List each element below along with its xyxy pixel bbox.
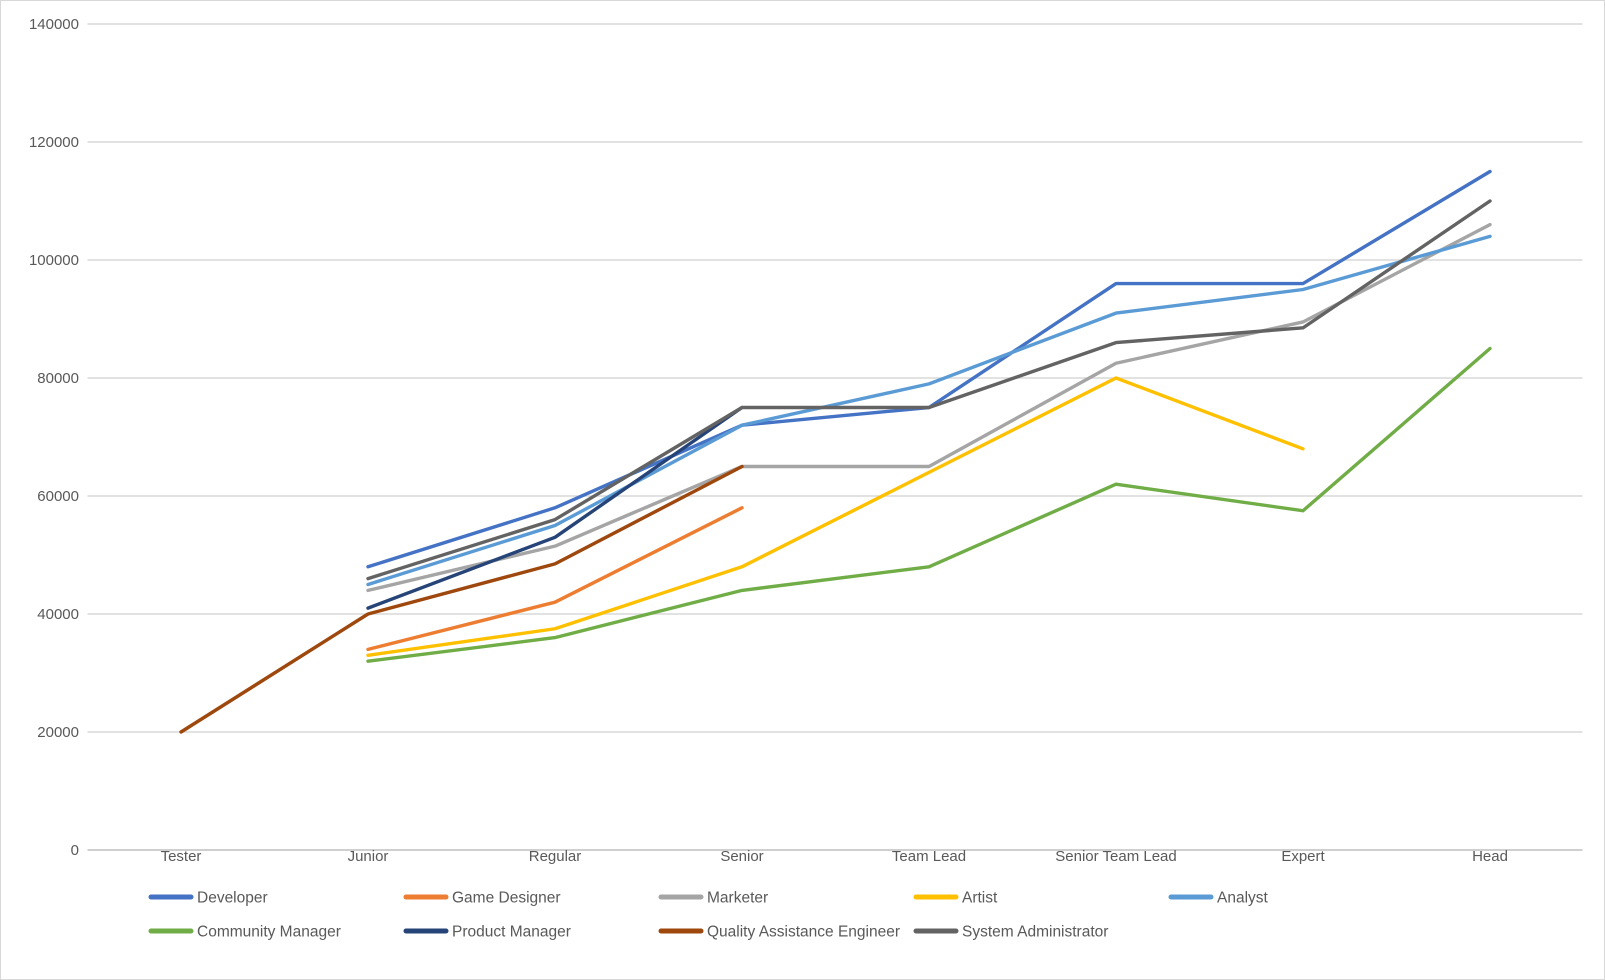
x-axis-label-senior: Senior bbox=[720, 848, 763, 865]
legend-item-analyst: Analyst bbox=[1168, 890, 1269, 907]
x-axis-label-regular: Regular bbox=[529, 848, 582, 865]
series-line-game-designer bbox=[366, 506, 744, 652]
legend-item-community-manager: Community Manager bbox=[148, 924, 341, 941]
series-line-community-manager bbox=[366, 346, 1492, 663]
series-line-system-administrator bbox=[366, 199, 1492, 581]
x-axis-label-team-lead: Team Lead bbox=[892, 848, 966, 865]
x-axis-label-junior: Junior bbox=[348, 848, 389, 865]
y-tick-label: 120000 bbox=[29, 134, 79, 151]
legend-item-system-administrator: System Administrator bbox=[913, 924, 1108, 941]
y-tick-label: 40000 bbox=[37, 606, 79, 623]
legend-label-analyst: Analyst bbox=[1217, 890, 1269, 907]
legend-label-system-administrator: System Administrator bbox=[962, 924, 1108, 941]
y-tick-label: 100000 bbox=[29, 252, 79, 269]
legend-label-artist: Artist bbox=[962, 890, 998, 907]
y-tick-label: 0 bbox=[71, 842, 79, 859]
legend-label-marketer: Marketer bbox=[707, 890, 768, 907]
legend-item-artist: Artist bbox=[913, 890, 998, 907]
series-line-analyst bbox=[366, 234, 1492, 587]
series-line-product-manager bbox=[366, 405, 744, 610]
legend-label-game-designer: Game Designer bbox=[452, 890, 561, 907]
y-tick-label: 80000 bbox=[37, 370, 79, 387]
legend-item-developer: Developer bbox=[148, 890, 268, 907]
legend-item-marketer: Marketer bbox=[658, 890, 768, 907]
series-line-artist bbox=[366, 376, 1305, 657]
x-axis-label-senior-team-lead: Senior Team Lead bbox=[1055, 848, 1176, 865]
legend-label-quality-assistance-engineer: Quality Assistance Engineer bbox=[707, 924, 900, 941]
legend-label-developer: Developer bbox=[197, 890, 268, 907]
y-tick-label: 20000 bbox=[37, 724, 79, 741]
x-axis-label-expert: Expert bbox=[1281, 848, 1325, 865]
legend-label-community-manager: Community Manager bbox=[197, 924, 341, 941]
x-axis-label-tester: Tester bbox=[161, 848, 202, 865]
legend-item-product-manager: Product Manager bbox=[403, 924, 571, 941]
legend-item-game-designer: Game Designer bbox=[403, 890, 561, 907]
legend-item-quality-assistance-engineer: Quality Assistance Engineer bbox=[658, 924, 900, 941]
y-tick-label: 60000 bbox=[37, 488, 79, 505]
series-line-marketer bbox=[366, 222, 1492, 593]
y-tick-label: 140000 bbox=[29, 16, 79, 33]
x-axis-label-head: Head bbox=[1472, 848, 1508, 865]
series-line-developer bbox=[366, 169, 1492, 569]
series-line-quality-assistance-engineer bbox=[179, 464, 744, 734]
legend-label-product-manager: Product Manager bbox=[452, 924, 571, 941]
